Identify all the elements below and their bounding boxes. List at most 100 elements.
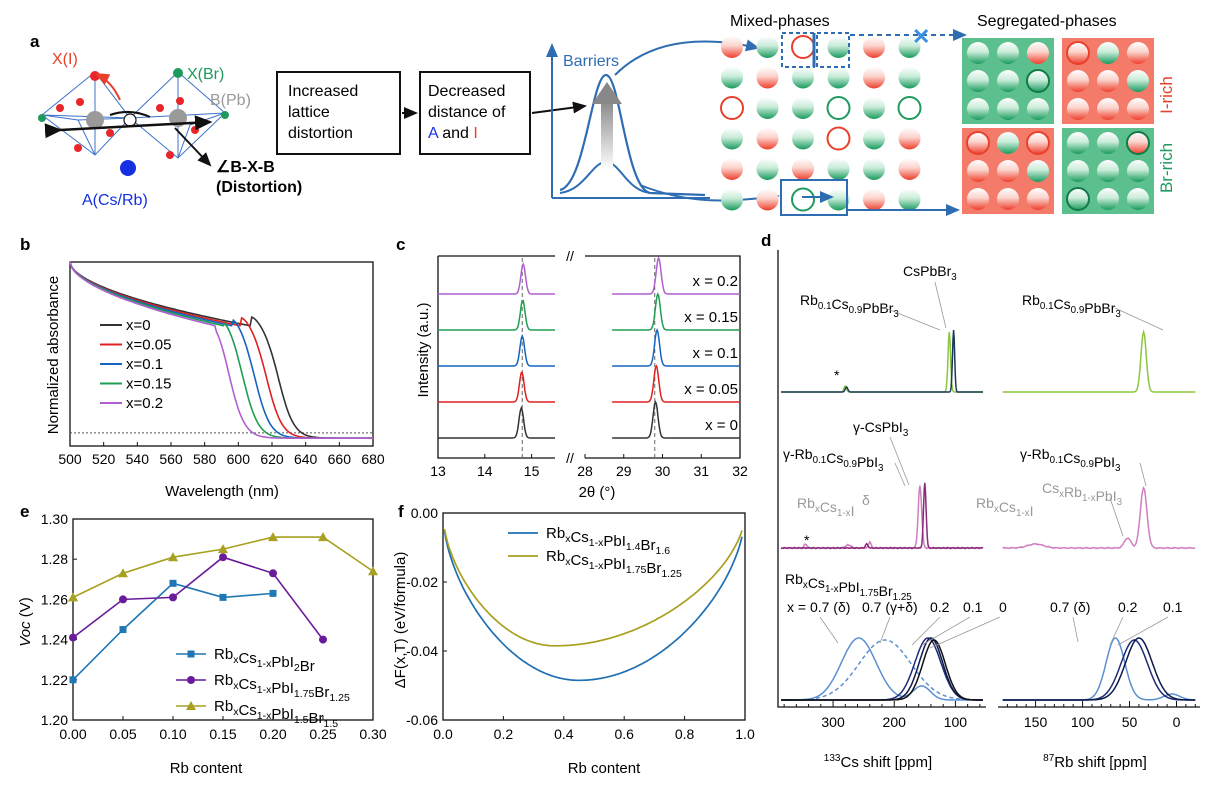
e-point [118,568,128,578]
label-x-i: X(I) [52,51,78,68]
seg-site [1027,188,1049,210]
seg-site [967,70,989,92]
d-leader [889,436,910,486]
b-xtick-label: 680 [361,451,385,467]
b-xlabel: Wavelength (nm) [165,483,279,500]
panel-label-d: d [761,231,771,250]
f-legend-label: RbxCs1-xPbI1.75Br1.25 [546,548,682,580]
b-series-line [69,261,373,439]
seg-site [1127,98,1149,120]
d-cs-xlabel: 133Cs shift [ppm] [824,753,932,771]
b-xtick-label: 520 [92,451,116,467]
box2-line2: distance of [428,104,506,121]
b-xtick-label: 640 [294,451,318,467]
box-lattice-distortion [276,71,401,155]
e-legend-label: RbxCs1-xPbI1.75Br1.25 [214,672,350,704]
panel-label-f: f [398,502,404,521]
d-label-r02: 0.2 [1118,599,1138,615]
d-star-1: * [834,367,840,383]
d-label-x02: 0.2 [930,599,950,615]
f-xtick-label: 0.8 [675,726,695,742]
d-label-rbcsi-cs: RbxCs1-xI [797,495,854,519]
mixed-site [898,188,921,211]
e-xtick-label: 0.30 [359,726,386,742]
b-xtick-label: 620 [260,451,284,467]
d-cs-row3-07d [781,637,983,701]
label-a-site: A(Cs/Rb) [82,192,148,209]
vacancy-site [791,187,815,212]
c-series-right [612,364,740,403]
f-xlabel: Rb content [568,760,641,777]
label-br-rich: Br-rich [1157,143,1176,193]
mixed-site [721,36,743,58]
b-xtick-label: 540 [126,451,150,467]
label-barriers: Barriers [563,53,619,70]
vacancy-site [826,126,851,151]
d-label-cspbbr3: CsPbBr3 [903,263,957,283]
chart-voc: 0.00 0.05 0.10 0.15 0.20 0.25 0.30 1.20 1.22 1.24… [41,511,387,742]
seg-site [997,98,1019,120]
d-label-x01: 0.1 [963,599,983,615]
d-leader [819,616,839,644]
d-leader [1114,307,1164,331]
d-cs-tick-label: 100 [944,714,968,730]
e-xtick-label: 0.20 [259,726,286,742]
seg-site [997,160,1019,182]
e-point [119,626,127,634]
e-point [69,676,77,684]
d-rb-row3-07d [1002,637,1196,701]
f-ylabel: ΔF(x,T) (eV/formula) [392,552,409,689]
seg-site [1027,70,1049,92]
vacancy-site [1066,187,1090,211]
mixed-phase-grid [720,35,922,212]
d-label-r07d: 0.7 (δ) [1050,599,1090,615]
mixed-site [792,158,814,180]
d-label-gcspbi3: γ-CsPbI3 [853,419,909,439]
d-label-grb01-cs: γ-Rb0.1Cs0.9PbI3 [783,446,884,474]
d-rb-tick-label: 100 [1071,714,1095,730]
seg-site [967,98,989,120]
e-point [169,579,177,587]
vacancy-site [826,96,851,120]
c-series-left [438,371,555,403]
d-rb-tick-label: 0 [1173,714,1181,730]
mixed-site [863,36,885,58]
c-series-left [438,299,555,331]
e-point [218,544,228,554]
panel-label-a: a [30,32,40,51]
seg-site [1127,188,1149,210]
e-ytick-label: 1.24 [41,632,68,648]
e-xtick-label: 0.05 [109,726,136,742]
seg-site [1097,98,1119,120]
box2-line3: A and I [428,125,478,142]
seg-site [1097,188,1119,210]
e-legend-marker [187,676,195,684]
seg-site [1027,160,1049,182]
box2-line1: Decreased [428,83,505,100]
e-xtick-label: 0.15 [209,726,236,742]
seg-site [1067,98,1089,120]
c-xtick-label: 31 [693,463,709,479]
seg-site [1097,42,1119,64]
label-mixed-phases: Mixed-phases [730,13,830,30]
seg-site [1067,42,1089,64]
e-ytick-label: 1.28 [41,551,68,567]
c-series-label: x = 0.05 [684,381,738,398]
panel-label-b: b [20,235,30,254]
d-leader [1117,616,1169,646]
e-point [168,552,178,562]
e-legend-label: RbxCs1-xPbI1.5Br1.5 [214,698,338,730]
d-rb-row1 [1002,329,1196,393]
seg-site [967,160,989,182]
mixed-site [863,158,885,180]
e-ytick-label: 1.22 [41,672,68,688]
seg-site [997,188,1019,210]
c-xtick-label: 30 [655,463,671,479]
b-series-line [69,261,373,439]
d-leader [929,616,1001,649]
d-label-x0: 0 [999,599,1007,615]
seg-site [1127,42,1149,64]
c-series-label: x = 0.2 [693,273,738,290]
f-legend-label: RbxCs1-xPbI1.4Br1.6 [546,525,670,557]
d-cs-row3-0 [781,639,983,701]
